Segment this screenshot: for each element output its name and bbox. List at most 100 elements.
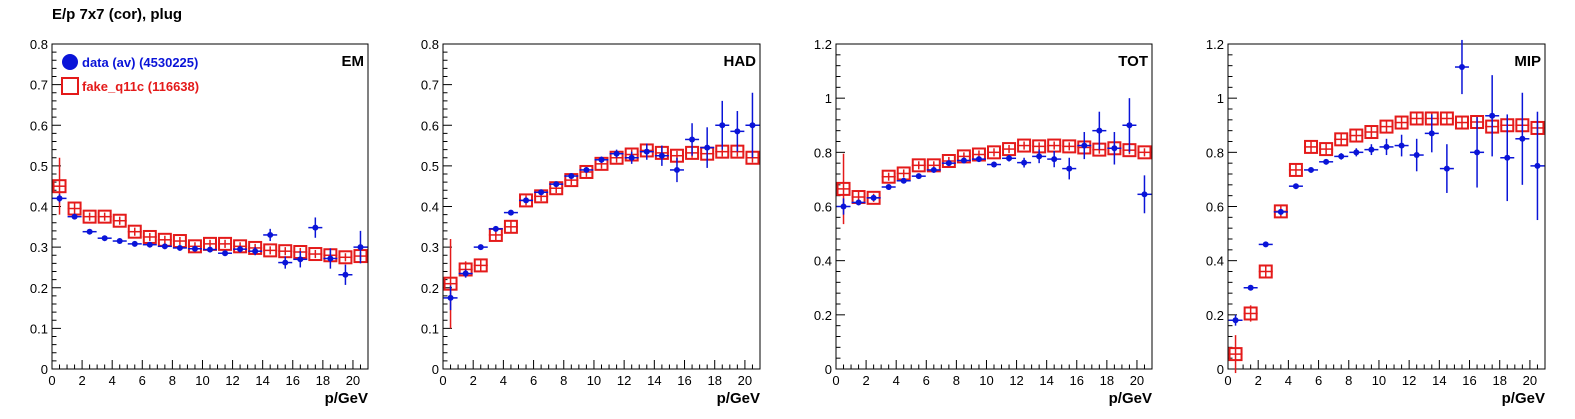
x-tick-label: 14 — [1039, 373, 1053, 388]
data-point — [855, 199, 862, 206]
x-tick-label: 6 — [139, 373, 146, 388]
mc-point — [338, 250, 353, 265]
x-tick-label: 14 — [255, 373, 269, 388]
data-point — [492, 225, 499, 232]
x-tick-label: 12 — [1402, 373, 1416, 388]
data-point — [553, 181, 560, 188]
data-point — [1383, 143, 1390, 150]
y-tick-label: 0.3 — [421, 240, 439, 255]
x-tick-label: 12 — [225, 373, 239, 388]
data-point — [1458, 64, 1465, 71]
mc-point — [1062, 139, 1077, 154]
data-point — [568, 173, 575, 180]
data-point — [1247, 284, 1254, 291]
page-title: E/p 7x7 (cor), plug — [52, 6, 183, 23]
data-point — [673, 166, 680, 173]
x-tick-label: 4 — [893, 373, 900, 388]
y-tick-label: 1 — [825, 91, 832, 106]
data-point — [643, 148, 650, 155]
x-tick-label: 6 — [1315, 373, 1322, 388]
mc-point — [1243, 306, 1258, 321]
y-tick-label: 0 — [825, 362, 832, 377]
legend-label: data (av) (4530225) — [82, 55, 198, 70]
mc-point — [503, 219, 518, 234]
mc-point — [1288, 162, 1303, 177]
x-tick-label: 14 — [647, 373, 661, 388]
data-point — [719, 122, 726, 129]
data-point — [583, 166, 590, 173]
mc-point — [1017, 138, 1032, 153]
mc-point — [1258, 264, 1273, 279]
panel-em: 0 2 4 6 8 10 12 14 16 18 20 0 0.1 0.2 0.3 0.4 0.5 0.6 0.7 0… — [30, 37, 369, 407]
x-tick-label: 2 — [78, 373, 85, 388]
y-tick-label: 0.4 — [30, 200, 48, 215]
x-tick-label: 18 — [1100, 373, 1114, 388]
data-point — [86, 228, 93, 235]
x-tick-label: 0 — [832, 373, 839, 388]
data-point — [282, 259, 289, 266]
data-point — [1036, 153, 1043, 160]
y-tick-label: 0.6 — [814, 200, 832, 215]
data-point — [507, 209, 514, 216]
data-point — [477, 244, 484, 251]
x-axis-label: p/GeV — [1109, 390, 1152, 407]
y-tick-label: 0.1 — [421, 321, 439, 336]
mc-point — [1439, 111, 1454, 126]
plot-frame — [442, 43, 761, 370]
x-tick-label: 4 — [500, 373, 507, 388]
data-point — [101, 235, 108, 242]
y-tick-label: 0.7 — [30, 78, 48, 93]
mc-point — [187, 239, 202, 254]
data-point — [915, 173, 922, 180]
mc-point — [1379, 119, 1394, 134]
y-tick-label: 0 — [432, 362, 439, 377]
x-tick-label: 0 — [1224, 373, 1231, 388]
mc-point — [263, 243, 278, 258]
mc-point — [52, 179, 67, 194]
data-point — [704, 144, 711, 151]
x-tick-label: 8 — [169, 373, 176, 388]
data-point — [146, 241, 153, 248]
x-tick-label: 16 — [1462, 373, 1476, 388]
y-tick-label: 0.4 — [1206, 254, 1224, 269]
mc-point — [1137, 145, 1152, 160]
mc-point — [881, 169, 896, 184]
x-tick-label: 18 — [316, 373, 330, 388]
data-point — [312, 224, 319, 231]
legend-marker-data — [62, 54, 78, 70]
legend-label: fake_q11c (116638) — [82, 79, 199, 94]
mc-point — [1364, 125, 1379, 140]
panel-had: 0 2 4 6 8 10 12 14 16 18 20 0 0.1 0.2 0.3 0.4 0.5 0.6 0.7 0… — [421, 37, 761, 407]
x-tick-label: 0 — [48, 373, 55, 388]
data-point — [447, 294, 454, 301]
x-tick-label: 6 — [923, 373, 930, 388]
data-point — [1141, 191, 1148, 198]
x-tick-label: 14 — [1432, 373, 1446, 388]
mc-point — [1349, 128, 1364, 143]
data-point — [1534, 162, 1541, 169]
data-point — [1066, 165, 1073, 172]
data-point — [1096, 127, 1103, 134]
y-tick-label: 1.2 — [814, 37, 832, 52]
data-point — [991, 161, 997, 168]
data-point — [1474, 149, 1481, 156]
data-point — [538, 189, 545, 196]
mc-point — [1409, 111, 1424, 126]
data-point — [297, 256, 304, 263]
y-tick-label: 1 — [1217, 91, 1224, 106]
data-point — [207, 246, 213, 253]
mc-point — [1334, 132, 1349, 147]
data-point — [222, 250, 229, 257]
data-point — [658, 152, 665, 159]
mc-point — [308, 247, 323, 262]
x-axis-label: p/GeV — [1502, 390, 1545, 407]
y-tick-label: 1.2 — [1206, 37, 1224, 52]
panel-mip: 0 2 4 6 8 10 12 14 16 18 20 0 0.2 0.4 0.6 0.8 1 1.2 p/GeV M… — [1206, 37, 1546, 407]
x-tick-label: 12 — [617, 373, 631, 388]
x-tick-label: 20 — [1130, 373, 1144, 388]
data-point — [1126, 122, 1133, 129]
y-tick-label: 0.4 — [421, 200, 439, 215]
panel-label: HAD — [724, 53, 757, 70]
mc-point — [1454, 115, 1469, 130]
mc-point — [218, 236, 233, 251]
